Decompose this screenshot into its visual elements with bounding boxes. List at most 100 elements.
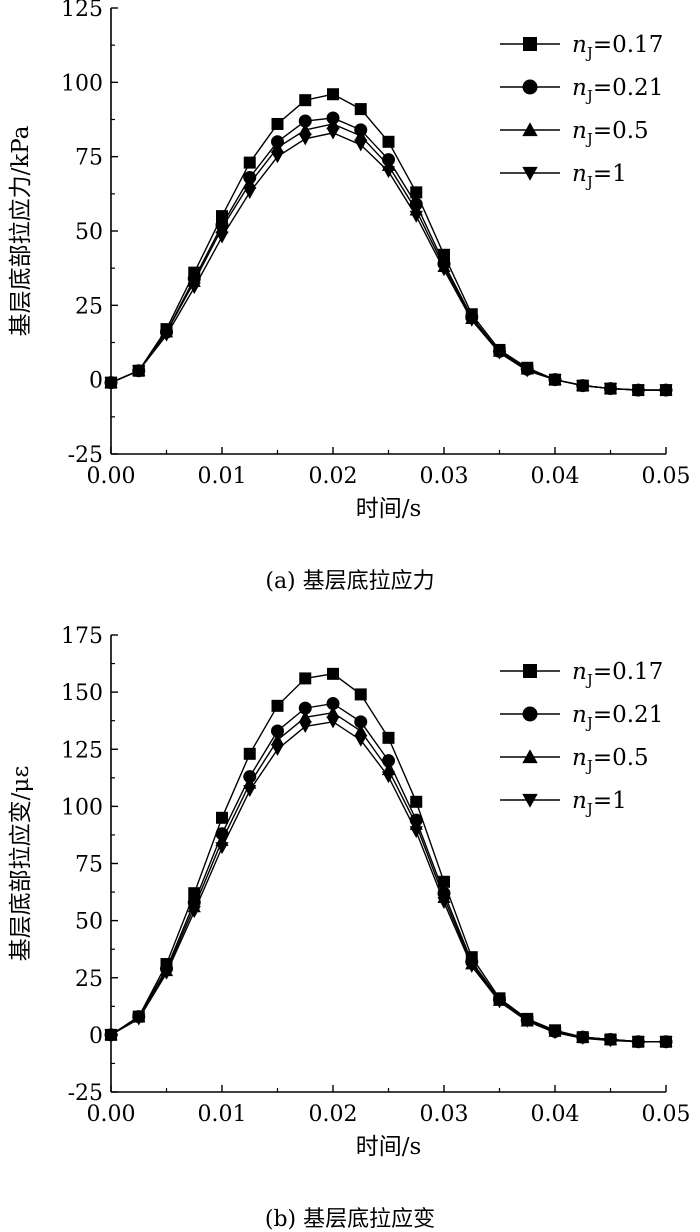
chart-b-data-point [298, 721, 312, 733]
chart-a-x-tick-label: 0.04 [531, 464, 580, 489]
chart-b-data-point [576, 1033, 590, 1045]
chart-b-legend: nJ=0.17 nJ=0.21 nJ=0.5 nJ=1 [500, 659, 663, 818]
chart-a-legend-label: nJ=0.21 [572, 75, 663, 105]
chart-a-data-point [243, 156, 256, 169]
chart-b-data-point [271, 699, 284, 712]
chart-b-x-tick-label: 0.05 [642, 1102, 691, 1127]
chart-a-legend-marker [522, 122, 538, 137]
chart-a-legend-label: nJ=0.17 [572, 32, 663, 62]
chart-b-data-point [326, 716, 340, 729]
chart-a-series-4 [104, 127, 673, 397]
chart-b-data-point [659, 1036, 673, 1049]
chart-b-data-point [159, 967, 174, 980]
chart-a-data-point [465, 314, 479, 327]
chart-b-y-axis-title: 基层底部拉应变/με [8, 766, 34, 962]
chart-b-y-tick-label: 125 [61, 738, 103, 763]
chart-b-data-point [243, 747, 256, 760]
chart-a-data-point [603, 383, 618, 396]
chart-b-data-point [298, 701, 312, 715]
chart-a-data-point [298, 114, 312, 128]
chart-b-data-point [410, 795, 423, 808]
chart-a-y-tick-label: 100 [61, 71, 103, 96]
chart-b-y-tick-label: 0 [89, 1024, 103, 1049]
chart-a-x-tick-label: 0.00 [87, 464, 136, 489]
chart-b-data-point [326, 706, 340, 718]
chart-a-y-tick-label: 50 [75, 220, 103, 245]
chart-b-data-point [409, 826, 423, 839]
chart-a-data-point [270, 151, 285, 164]
chart-b-data-point [354, 715, 368, 729]
chart-b-data-point [327, 667, 339, 680]
chart-a-x-tick-label: 0.02 [309, 464, 358, 489]
chart-a-series-2 [104, 111, 673, 397]
chart-b-legend-label: nJ=1 [572, 788, 627, 818]
chart-a-svg: -25 0 25 50 75 100 125 0.00 0.01 0.02 0.03 0.04 0.05… [8, 0, 690, 594]
chart-b-data-point [492, 996, 507, 1009]
chart-a-data-point [132, 365, 146, 378]
chart-b-x-tick-label: 0.03 [420, 1102, 469, 1127]
chart-a-legend-label: nJ=1 [572, 161, 627, 191]
chart-b-svg: -25 0 25 50 75 100 125 150 175 0.00 0.01 0.02 0.03 0.… [8, 624, 691, 1232]
chart-b-x-tick-label: 0.02 [309, 1102, 358, 1127]
chart-panel-b: -25 0 25 50 75 100 125 150 175 0.00 0.01 0.02 0.03 0.… [0, 616, 700, 1232]
chart-b-data-point [299, 672, 312, 685]
chart-a-data-point [409, 210, 423, 223]
chart-a-data-point [576, 380, 590, 393]
chart-a-y-tick-label: 125 [61, 0, 103, 22]
chart-b-y-tick-label: 75 [75, 853, 103, 878]
chart-b-y-tick-label: 100 [61, 795, 103, 820]
chart-b-data-point [381, 771, 396, 784]
chart-a-data-point [326, 117, 340, 130]
chart-b-series-2 [104, 697, 673, 1049]
chart-b-data-point [215, 827, 229, 841]
chart-b-data-point [216, 811, 228, 824]
chart-b-data-point [465, 961, 479, 973]
chart-a-series-3 [104, 117, 673, 396]
chart-b-data-point [520, 1015, 534, 1028]
chart-a-y-tick-label: 0 [89, 369, 103, 394]
chart-b-data-point [437, 897, 451, 909]
chart-panel-a: -25 0 25 50 75 100 125 0.00 0.01 0.02 0.03 0.04 0.05… [8, 0, 690, 594]
chart-a-x-tick-label: 0.03 [420, 464, 469, 489]
chart-b-legend-marker [523, 664, 537, 678]
chart-a-data-point [548, 374, 562, 387]
chart-b-data-point [104, 1029, 118, 1042]
chart-b-series-4 [104, 716, 673, 1049]
chart-a-data-point [659, 384, 673, 397]
chart-b-data-point [270, 733, 285, 746]
chart-b-legend-marker [522, 793, 538, 808]
chart-a-data-point [492, 347, 507, 360]
chart-b-data-point [298, 710, 312, 723]
chart-a-data-point [104, 377, 118, 390]
chart-b-legend-label: nJ=0.17 [572, 659, 663, 689]
chart-b-data-point [270, 743, 285, 756]
chart-a-legend-marker [522, 166, 538, 181]
chart-a-y-tick-label: -25 [68, 443, 103, 468]
chart-b-data-point [215, 842, 229, 855]
chart-b-data-point [382, 754, 395, 768]
chart-b-y-tick-label: 175 [61, 624, 103, 649]
chart-b-data-point [603, 1035, 618, 1048]
chart-a-caption: (a) 基层底拉应力 [265, 569, 434, 594]
chart-a-data-point [326, 127, 340, 140]
chart-b-data-point [187, 906, 201, 919]
chart-b-y-tick-label: -25 [68, 1081, 103, 1106]
chart-b-x-tick-label: 0.00 [87, 1102, 136, 1127]
chart-a-y-tick-label: 75 [75, 146, 103, 171]
chart-a-data-point [354, 103, 367, 116]
chart-a-x-axis-title: 时间/s [356, 496, 422, 522]
chart-a-x-tick-label: 0.01 [198, 464, 247, 489]
chart-a-data-point [187, 282, 201, 295]
chart-a-data-point [410, 186, 423, 199]
chart-a-data-point [381, 166, 396, 179]
chart-a-data-point [243, 176, 257, 189]
chart-b-data-point [243, 785, 257, 797]
chart-a-data-point [382, 135, 395, 148]
chart-a-data-point [215, 231, 229, 244]
chart-b-data-point [271, 724, 284, 738]
chart-b-y-tick-label: 150 [61, 681, 103, 706]
chart-a-data-point [520, 365, 534, 378]
chart-a-data-point [437, 264, 451, 277]
chart-b-data-point [354, 734, 368, 747]
chart-b-x-tick-label: 0.01 [198, 1102, 247, 1127]
